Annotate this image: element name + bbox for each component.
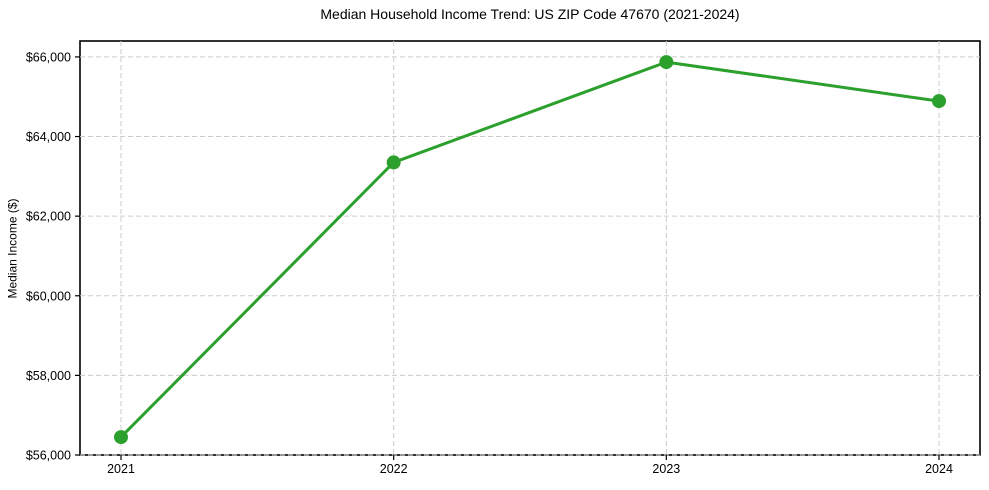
x-tick-label: 2022 [380,462,408,476]
y-tick-label: $58,000 [26,369,71,383]
y-tick-label: $64,000 [26,130,71,144]
data-point-2021 [114,430,128,445]
x-tick-label: 2021 [107,462,135,476]
y-tick-label: $56,000 [26,449,71,463]
y-tick-label: $60,000 [26,289,71,303]
data-point-2023 [659,55,674,70]
chart-title: Median Household Income Trend: US ZIP Co… [320,6,740,22]
data-point-2024 [932,94,946,109]
plot-border [79,40,981,456]
x-tick-label: 2023 [652,462,680,476]
x-tick-label: 2024 [925,462,953,476]
y-tick-label: $62,000 [26,210,71,224]
data-point-2022 [386,155,401,170]
y-tick-label: $66,000 [26,50,71,64]
trend-line [119,60,941,439]
